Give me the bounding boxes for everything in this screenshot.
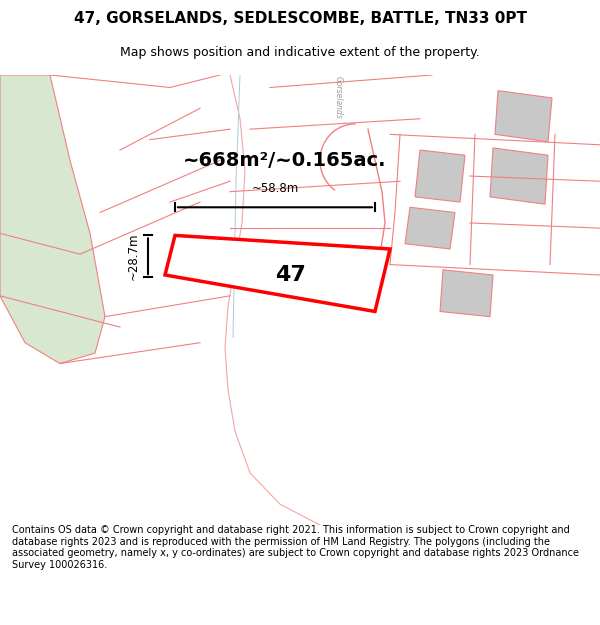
Text: Map shows position and indicative extent of the property.: Map shows position and indicative extent…: [120, 46, 480, 59]
Text: ~668m²/~0.165ac.: ~668m²/~0.165ac.: [183, 151, 387, 170]
Text: ~58.8m: ~58.8m: [251, 182, 299, 195]
Polygon shape: [490, 148, 548, 204]
Text: 47, GORSELANDS, SEDLESCOMBE, BATTLE, TN33 0PT: 47, GORSELANDS, SEDLESCOMBE, BATTLE, TN3…: [74, 11, 527, 26]
Polygon shape: [165, 236, 390, 311]
Text: Gorselands: Gorselands: [334, 76, 343, 119]
Text: ~28.7m: ~28.7m: [127, 232, 140, 280]
Text: Contains OS data © Crown copyright and database right 2021. This information is : Contains OS data © Crown copyright and d…: [12, 525, 579, 570]
Polygon shape: [440, 270, 493, 317]
Polygon shape: [0, 75, 105, 364]
Polygon shape: [495, 91, 552, 142]
Polygon shape: [405, 208, 455, 249]
Text: 47: 47: [275, 265, 305, 285]
Polygon shape: [415, 150, 465, 202]
